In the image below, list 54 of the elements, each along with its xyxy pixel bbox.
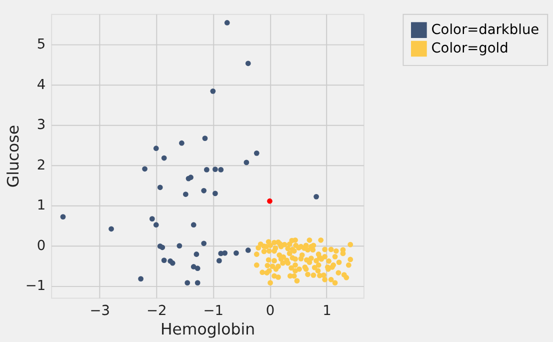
point	[60, 214, 66, 220]
point	[184, 280, 190, 286]
y-tick-label: 4	[36, 76, 46, 93]
x-tick-label: 0	[266, 302, 275, 319]
x-axis-title: Hemoglobin	[160, 320, 256, 339]
y-tick-label: 5	[36, 36, 46, 52]
x-tick-label: 1	[322, 302, 332, 319]
point	[160, 244, 166, 250]
point	[149, 216, 155, 222]
point	[202, 136, 208, 141]
point	[210, 88, 216, 94]
y-tick-label: 3	[36, 117, 46, 134]
point	[176, 243, 182, 248]
x-tick-label: −3	[90, 302, 110, 319]
x-tick-label: −1	[203, 302, 224, 319]
point	[194, 280, 200, 286]
point	[157, 184, 163, 190]
y-tick-label: 1	[36, 198, 46, 214]
point	[244, 160, 250, 166]
x-tick-label: −2	[146, 302, 167, 319]
point	[204, 167, 210, 172]
point	[254, 150, 260, 156]
point	[224, 20, 230, 26]
point	[153, 222, 159, 228]
point	[212, 190, 218, 196]
point	[245, 60, 251, 66]
point	[234, 250, 239, 256]
point	[179, 140, 184, 146]
point	[194, 266, 200, 272]
point	[216, 258, 222, 264]
legend-label: Color=gold	[431, 40, 508, 57]
point	[182, 192, 188, 197]
y-tick-label: 2	[36, 157, 46, 174]
point	[108, 226, 114, 232]
point	[267, 198, 272, 204]
point	[201, 240, 207, 246]
point	[138, 276, 144, 282]
legend-label: Color=darkblue	[431, 22, 540, 38]
point	[188, 174, 194, 180]
point	[314, 194, 319, 200]
point	[190, 222, 196, 228]
point	[161, 155, 167, 161]
point	[212, 166, 218, 172]
y-axis-title: Glucose	[4, 125, 23, 188]
point	[153, 146, 159, 152]
y-tick-label: 0	[36, 238, 46, 254]
point	[201, 188, 207, 194]
point	[194, 252, 200, 257]
point	[222, 250, 228, 256]
y-tick-label: −1	[25, 278, 46, 294]
point	[245, 248, 251, 253]
point	[161, 258, 167, 263]
point	[142, 166, 148, 172]
point	[218, 167, 224, 172]
